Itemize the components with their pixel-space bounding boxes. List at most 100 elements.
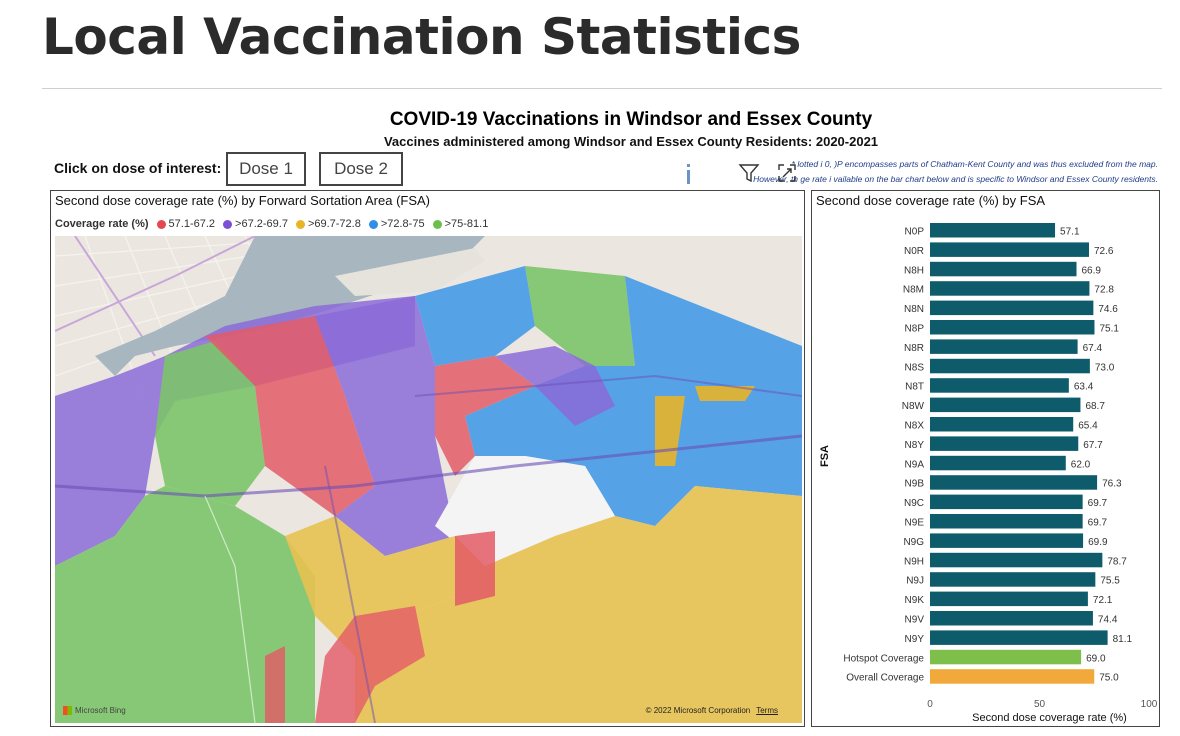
category-label: Overall Coverage <box>846 673 924 684</box>
bar[interactable] <box>930 320 1095 335</box>
legend-label: >67.2-69.7 <box>235 218 288 230</box>
page-title: Local Vaccination Statistics <box>42 8 801 66</box>
category-label: N8H <box>904 265 924 276</box>
legend-label: >69.7-72.8 <box>307 218 361 230</box>
category-label: N8W <box>902 401 925 412</box>
bar[interactable] <box>930 242 1089 257</box>
data-label: 68.7 <box>1085 401 1105 412</box>
data-label: 76.3 <box>1102 479 1122 490</box>
map-panel: Second dose coverage rate (%) by Forward… <box>50 190 805 727</box>
category-label: N8S <box>905 362 925 373</box>
map-copyright: © 2022 Microsoft Corporation Terms <box>646 706 778 715</box>
bar[interactable] <box>930 455 1066 471</box>
category-label: N9J <box>906 576 924 587</box>
choropleth-map[interactable]: Microsoft Bing © 2022 Microsoft Corporat… <box>55 236 802 723</box>
category-label: N8Y <box>905 440 925 451</box>
x-tick-label: 50 <box>1034 699 1046 710</box>
data-label: 69.0 <box>1086 653 1106 664</box>
copyright-text: © 2022 Microsoft Corporation <box>645 706 751 715</box>
legend-item-4[interactable]: >72.8-75 <box>368 218 425 230</box>
dose-2-button[interactable]: Dose 2 <box>319 152 403 186</box>
map-heading: Second dose coverage rate (%) by Forward… <box>55 193 431 208</box>
category-label: N8R <box>904 343 924 354</box>
category-label: N9Y <box>905 634 925 645</box>
data-label: 67.4 <box>1083 343 1103 354</box>
bar[interactable] <box>930 223 1056 238</box>
bar[interactable] <box>930 475 1098 490</box>
dose-prompt: Click on dose of interest: <box>54 160 222 176</box>
filter-icon[interactable] <box>738 162 760 184</box>
data-label: 69.7 <box>1088 498 1108 509</box>
data-label: 74.4 <box>1098 615 1118 626</box>
legend-dot <box>432 219 442 229</box>
bar[interactable] <box>930 552 1103 568</box>
y-axis-label: FSA <box>819 445 831 467</box>
bar[interactable] <box>930 281 1090 296</box>
map-legend: Coverage rate (%) 57.1-67.2 >67.2-69.7 >… <box>55 218 496 230</box>
data-label: 75.0 <box>1099 673 1119 684</box>
bar[interactable] <box>930 669 1095 684</box>
category-label: N9A <box>905 459 925 470</box>
data-label: 75.5 <box>1100 576 1120 587</box>
data-label: 67.7 <box>1083 440 1103 451</box>
info-icon[interactable] <box>684 162 694 186</box>
legend-dot <box>295 219 305 229</box>
category-label: N8X <box>905 421 925 432</box>
bing-label: Microsoft Bing <box>75 706 126 715</box>
expand-icon[interactable] <box>776 162 798 184</box>
category-label: N9H <box>904 556 924 567</box>
category-label: N8M <box>903 285 924 296</box>
report-subtitle: Vaccines administered among Windsor and … <box>383 134 879 149</box>
footnote-line-2: However, th ge rate i vailable on the ba… <box>753 174 1158 184</box>
bar[interactable] <box>930 261 1077 277</box>
legend-item-3[interactable]: >69.7-72.8 <box>295 218 361 230</box>
bar[interactable] <box>930 533 1084 548</box>
bar[interactable] <box>930 436 1079 451</box>
category-label: N9E <box>905 518 925 529</box>
bar[interactable] <box>930 572 1096 587</box>
bar[interactable] <box>930 378 1069 393</box>
x-tick-label: 0 <box>927 699 933 710</box>
report-title: COVID-19 Vaccinations in Windsor and Ess… <box>389 109 873 130</box>
terms-link[interactable]: Terms <box>756 706 778 715</box>
bar[interactable] <box>930 494 1083 510</box>
legend-item-1[interactable]: 57.1-67.2 <box>156 218 215 230</box>
bar-chart[interactable]: N0P 57.1 N0R 72.6 N8H 66.9 N8M 72.8 N8N 74.6 N8P 75… <box>812 191 1161 728</box>
bar[interactable] <box>930 591 1088 607</box>
category-label: N9G <box>903 537 924 548</box>
bar[interactable] <box>930 611 1093 626</box>
x-tick-label: 100 <box>1141 699 1158 710</box>
footnote-line-1: * lotted i 0, )P encompasses parts of Ch… <box>791 159 1158 169</box>
data-label: 74.6 <box>1098 304 1118 315</box>
legend-dot <box>368 219 378 229</box>
bar[interactable] <box>930 358 1090 374</box>
bar[interactable] <box>930 339 1078 354</box>
legend-dot <box>156 219 166 229</box>
bar[interactable] <box>930 417 1074 432</box>
data-label: 69.7 <box>1088 518 1108 529</box>
legend-label: >75-81.1 <box>444 218 489 230</box>
data-label: 72.1 <box>1093 595 1113 606</box>
data-label: 78.7 <box>1107 556 1127 567</box>
bar[interactable] <box>930 397 1081 413</box>
legend-item-5[interactable]: >75-81.1 <box>432 218 489 230</box>
category-label: Hotspot Coverage <box>843 653 924 664</box>
data-label: 72.6 <box>1094 246 1114 257</box>
category-label: N8P <box>905 324 925 335</box>
dose-1-button[interactable]: Dose 1 <box>226 152 306 186</box>
title-divider <box>42 88 1162 89</box>
chart-title: Second dose coverage rate (%) by FSA <box>816 193 1046 208</box>
category-label: N0P <box>905 227 925 238</box>
category-label: N9B <box>905 479 925 490</box>
bing-logo-icon <box>63 706 72 715</box>
bar[interactable] <box>930 630 1108 645</box>
data-label: 57.1 <box>1060 227 1080 238</box>
bar[interactable] <box>930 300 1094 316</box>
category-label: N8N <box>904 304 924 315</box>
legend-label: >72.8-75 <box>380 218 425 230</box>
bar[interactable] <box>930 649 1082 665</box>
legend-item-2[interactable]: >67.2-69.7 <box>223 218 288 230</box>
bing-attribution[interactable]: Microsoft Bing <box>63 706 126 715</box>
legend-dot <box>223 219 233 229</box>
bar[interactable] <box>930 514 1083 529</box>
